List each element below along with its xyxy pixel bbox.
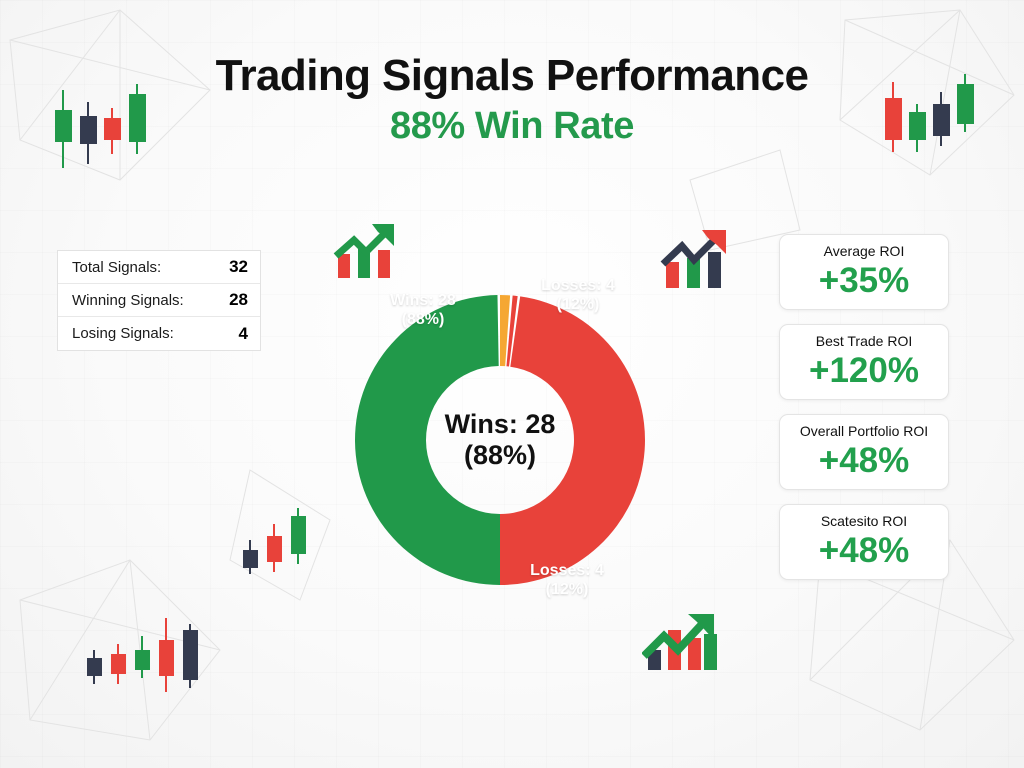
donut-svg [355, 295, 645, 585]
stat-label: Total Signals: [72, 258, 162, 276]
growth-arrow-icon-navy-right [660, 230, 726, 288]
table-row: Losing Signals: 4 [58, 317, 260, 350]
roi-card-value: +35% [818, 260, 910, 300]
stat-value: 32 [229, 257, 248, 276]
donut-segment[interactable] [506, 295, 518, 367]
page-title: Trading Signals Performance [215, 51, 809, 100]
donut-segment[interactable] [500, 296, 645, 585]
stat-label: Winning Signals: [72, 291, 184, 309]
table-row: Winning Signals: 28 [58, 284, 260, 317]
roi-card-value: +48% [818, 440, 910, 480]
stat-value: 28 [229, 290, 248, 309]
roi-card-list: Average ROI +35% Best Trade ROI +120% Ov… [779, 234, 949, 594]
roi-card-label: Average ROI [823, 243, 905, 259]
roi-card-scatesito[interactable]: Scatesito ROI +48% [779, 503, 949, 580]
signals-summary-table: Total Signals: 32 Winning Signals: 28 Lo… [57, 250, 261, 351]
donut-segment[interactable] [355, 295, 500, 585]
page-subtitle: 88% Win Rate [389, 104, 635, 147]
roi-card-average[interactable]: Average ROI +35% [779, 234, 949, 310]
roi-card-best-trade[interactable]: Best Trade ROI +120% [779, 323, 949, 400]
roi-card-label: Overall Portfolio ROI [799, 422, 929, 439]
stat-value: 4 [238, 323, 248, 343]
roi-card-label: Best Trade ROI [815, 332, 913, 349]
growth-arrow-icon-green-left [333, 224, 394, 278]
roi-card-value: +120% [809, 350, 919, 390]
win-loss-donut-chart: Wins: 28 (88%) [345, 285, 655, 595]
roi-card-value: +48% [818, 530, 910, 570]
candlestick-decoration-middle-left [243, 508, 306, 574]
growth-arrow-icon-green-bottom [642, 614, 717, 670]
roi-card-label: Scatesito ROI [820, 512, 908, 529]
table-row: Total Signals: 32 [58, 251, 260, 284]
candlestick-decoration-bottom-left [87, 618, 198, 692]
roi-card-overall-portfolio[interactable]: Overall Portfolio ROI +48% [779, 413, 949, 490]
header: Trading Signals Performance 88% Win Rate [0, 52, 1024, 147]
donut-segment[interactable] [500, 295, 511, 367]
stat-label: Losing Signals: [72, 325, 174, 342]
